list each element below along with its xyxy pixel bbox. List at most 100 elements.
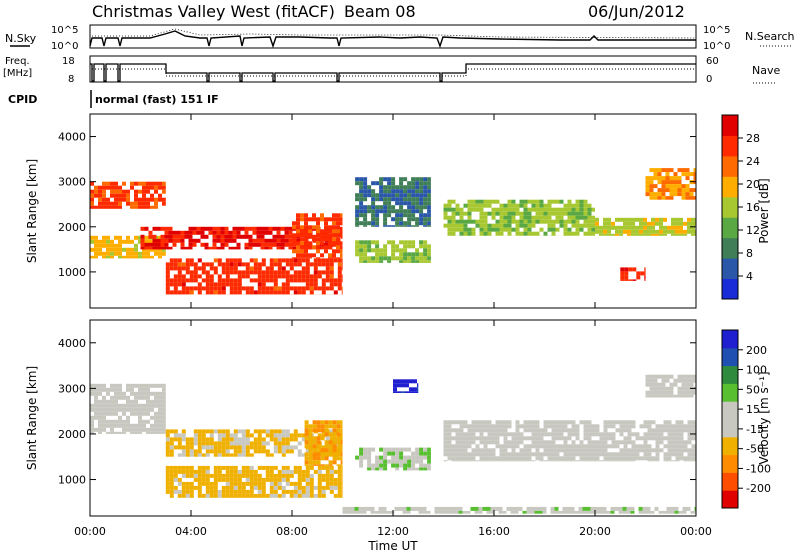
power-cell-r6 xyxy=(399,189,404,194)
power-cell-r7 xyxy=(475,207,480,212)
power-cell-r2 xyxy=(272,234,277,239)
power-cell-r3 xyxy=(245,262,250,267)
power-cell-r2 xyxy=(152,226,157,231)
velocity-cell-r7 xyxy=(679,440,684,445)
power-cell-r8 xyxy=(651,217,655,222)
velocity-cell-r7 xyxy=(691,428,696,433)
velocity-cell-r7 xyxy=(471,428,476,433)
velocity-cell-r0 xyxy=(122,423,126,428)
power-cell-r3 xyxy=(257,278,262,283)
power-cell-r4 xyxy=(336,213,340,218)
power-cell-r9 xyxy=(624,279,629,281)
velocity-cell-r7 xyxy=(519,440,524,445)
velocity-cell-r4 xyxy=(395,467,400,471)
velocity-cell-r7 xyxy=(511,452,516,457)
power-cell-r3 xyxy=(181,282,186,287)
velocity-cell-r0 xyxy=(94,391,98,396)
power-cell-r8 xyxy=(683,221,687,226)
velocity-cell-r7 xyxy=(595,424,600,429)
velocity-cell-r7 xyxy=(467,444,472,449)
velocity-cell-r7 xyxy=(655,440,660,445)
velocity-cell-r2 xyxy=(245,469,250,474)
velocity-cell-r7 xyxy=(663,420,668,425)
velocity-cell-r5 xyxy=(578,506,583,511)
velocity-cell-r2 xyxy=(201,473,206,478)
velocity-cell-r1 xyxy=(221,449,226,454)
velocity-cell-r1 xyxy=(293,433,298,438)
power-cell-r8 xyxy=(599,225,603,230)
xtick-label-3: 12:00 xyxy=(377,525,409,538)
velocity-cell-r2 xyxy=(181,481,186,486)
velocity-cell-r2 xyxy=(249,477,254,482)
velocity-cell-r7 xyxy=(503,432,508,437)
power-cell-r7 xyxy=(515,203,520,208)
power-cell-r3 xyxy=(213,286,218,291)
power-cell-r4 xyxy=(336,241,340,246)
power-colorbar-tick-label-0: 28 xyxy=(746,132,760,145)
power-cell-r7 xyxy=(567,199,572,204)
velocity-cell-r1 xyxy=(189,449,194,454)
velocity-cell-r7 xyxy=(447,456,452,461)
power-cell-r9 xyxy=(628,267,633,272)
velocity-cell-r7 xyxy=(547,432,552,437)
power-cell-r7 xyxy=(503,223,508,228)
power-cell-r7 xyxy=(547,203,552,208)
power-cell-r8 xyxy=(659,221,663,226)
power-cell-r0 xyxy=(126,189,130,194)
power-cell-r6 xyxy=(423,189,428,194)
power-cell-r2 xyxy=(160,242,165,247)
velocity-cell-r3 xyxy=(308,460,313,465)
velocity-cell-r4 xyxy=(415,447,420,452)
power-cell-r6 xyxy=(423,217,428,222)
velocity-cell-r1 xyxy=(261,429,266,434)
power-cell-r7 xyxy=(479,199,484,204)
velocity-cell-r1 xyxy=(297,433,302,438)
velocity-cell-r2 xyxy=(213,465,218,470)
power-cell-r10 xyxy=(673,188,678,193)
power-cell-r8 xyxy=(595,225,599,230)
power-cell-r6 xyxy=(423,201,428,206)
velocity-cell-r7 xyxy=(559,420,564,425)
velocity-cell-r4 xyxy=(375,467,380,471)
velocity-cell-r2 xyxy=(321,465,326,470)
velocity-cell-r5 xyxy=(442,506,447,511)
velocity-cell-r2 xyxy=(337,489,342,494)
power-cell-r4 xyxy=(332,237,336,242)
power-cell-r3 xyxy=(169,282,174,287)
power-cell-r7 xyxy=(555,199,560,204)
velocity-cell-r7 xyxy=(623,428,628,433)
velocity-cell-r1 xyxy=(337,445,342,450)
power-cell-r5 xyxy=(375,244,380,249)
power-cell-r8 xyxy=(667,225,671,230)
velocity-cell-r7 xyxy=(559,444,564,449)
power-cell-r5 xyxy=(391,248,396,253)
power-cell-r7 xyxy=(519,199,524,204)
power-cell-r6 xyxy=(375,197,380,202)
velocity-cell-r2 xyxy=(173,465,178,470)
velocity-cell-r1 xyxy=(253,441,258,446)
velocity-cell-r7 xyxy=(591,456,596,461)
power-cell-r2 xyxy=(220,238,225,243)
power-cell-r6 xyxy=(419,213,424,218)
velocity-cell-r0 xyxy=(122,431,126,434)
power-cell-r2 xyxy=(236,234,241,239)
power-cell-r7 xyxy=(455,219,460,224)
power-cell-r2 xyxy=(280,246,285,250)
power-cell-r6 xyxy=(403,209,408,214)
power-cell-r2 xyxy=(284,242,289,247)
power-cell-r4 xyxy=(332,217,336,222)
power-cell-r3 xyxy=(285,262,290,267)
power-cell-r5 xyxy=(415,256,420,261)
velocity-cell-r0 xyxy=(154,431,158,434)
velocity-cell-r7 xyxy=(559,436,564,441)
velocity-cell-r7 xyxy=(619,432,624,437)
velocity-cell-r7 xyxy=(547,448,552,453)
power-cell-r3 xyxy=(321,290,326,295)
velocity-cell-r2 xyxy=(289,469,294,474)
velocity-cell-r7 xyxy=(643,456,648,461)
velocity-cell-r4 xyxy=(387,451,392,456)
power-cell-r5 xyxy=(383,248,388,253)
power-cell-r7 xyxy=(543,203,548,208)
power-cell-r6 xyxy=(383,225,388,227)
velocity-cell-r0 xyxy=(106,387,110,392)
